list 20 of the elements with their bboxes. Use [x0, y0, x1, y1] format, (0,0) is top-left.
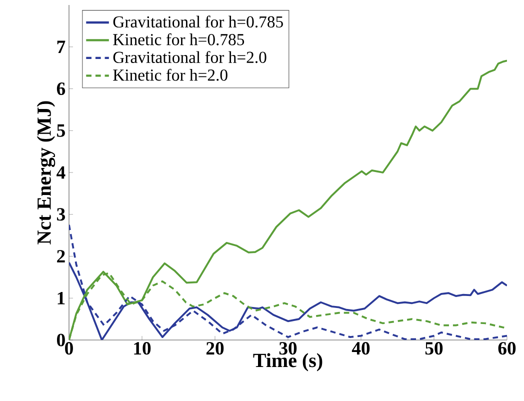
legend-label: Gravitational for h=0.785	[113, 16, 283, 28]
x-tick-label: 40	[352, 342, 370, 355]
x-axis-title: Time (s)	[253, 353, 322, 372]
x-tick-label: 30	[279, 342, 297, 355]
legend-label: Kinetic for h=0.785	[113, 33, 244, 46]
x-tick-label: 20	[206, 342, 224, 355]
x-tick-label: 10	[134, 342, 151, 355]
y-axis-title: Nct Energy (MJ)	[36, 101, 56, 244]
y-tick-label: 4	[56, 166, 66, 179]
y-tick-label: 6	[56, 82, 66, 96]
legend-label: Gravitational for h=2.0	[113, 51, 266, 64]
legend-label: Kinetic for h=2.0	[113, 68, 228, 81]
y-tick-label: 5	[57, 124, 65, 137]
y-tick-label: 0	[57, 334, 65, 346]
y-tick-label: 7	[57, 40, 66, 53]
y-tick-label: 3	[57, 208, 65, 221]
y-tick-label: 2	[57, 250, 65, 262]
x-tick-label: 60	[498, 342, 516, 355]
x-tick-label: 50	[425, 342, 443, 355]
y-tick-label: 1	[58, 292, 65, 304]
